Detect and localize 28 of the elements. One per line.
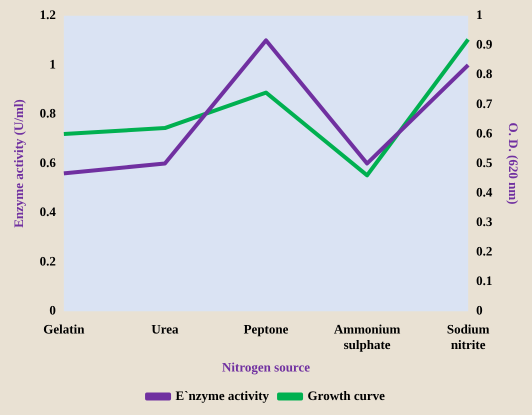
y-tick-label: 0 <box>49 302 56 318</box>
y2-tick-label: 0.5 <box>476 154 493 170</box>
y2-tick-label: 0.2 <box>476 243 492 258</box>
legend-label: E`nzyme activity <box>176 388 270 403</box>
y2-tick-label: 0.6 <box>476 125 493 140</box>
y-tick-label: 0.2 <box>40 253 56 268</box>
y2-tick-label: 0.9 <box>476 36 493 52</box>
x-tick-label: Sodium nitrite <box>446 321 490 352</box>
y2-tick-label: 0.1 <box>476 273 492 288</box>
x-tick-label: Ammonium sulphate <box>334 321 400 352</box>
y2-tick-label: 0.3 <box>476 214 493 229</box>
y-tick-label: 1.2 <box>40 7 56 22</box>
x-tick-label: Gelatin <box>43 321 86 336</box>
y2-tick-label: 1 <box>476 7 483 22</box>
y-tick-label: 0.4 <box>40 204 56 220</box>
y2-tick-label: 0.4 <box>476 184 493 200</box>
x-tick-label: Peptone <box>244 321 289 336</box>
y2-tick-label: 0 <box>476 302 483 318</box>
y2-axis-title: O. D. (620 nm) <box>506 122 521 204</box>
y2-tick-label: 0.7 <box>476 96 493 111</box>
legend-label: Growth curve <box>308 388 386 403</box>
x-axis-title: Nitrogen source <box>222 360 310 375</box>
y-tick-label: 1 <box>49 56 56 72</box>
x-tick-label: Urea <box>151 321 180 336</box>
y-axis-title: Enzyme activity (U/ml) <box>11 99 26 228</box>
y-tick-label: 0.6 <box>40 154 56 170</box>
y2-tick-label: 0.8 <box>476 66 493 82</box>
y-tick-label: 0.8 <box>40 106 56 121</box>
